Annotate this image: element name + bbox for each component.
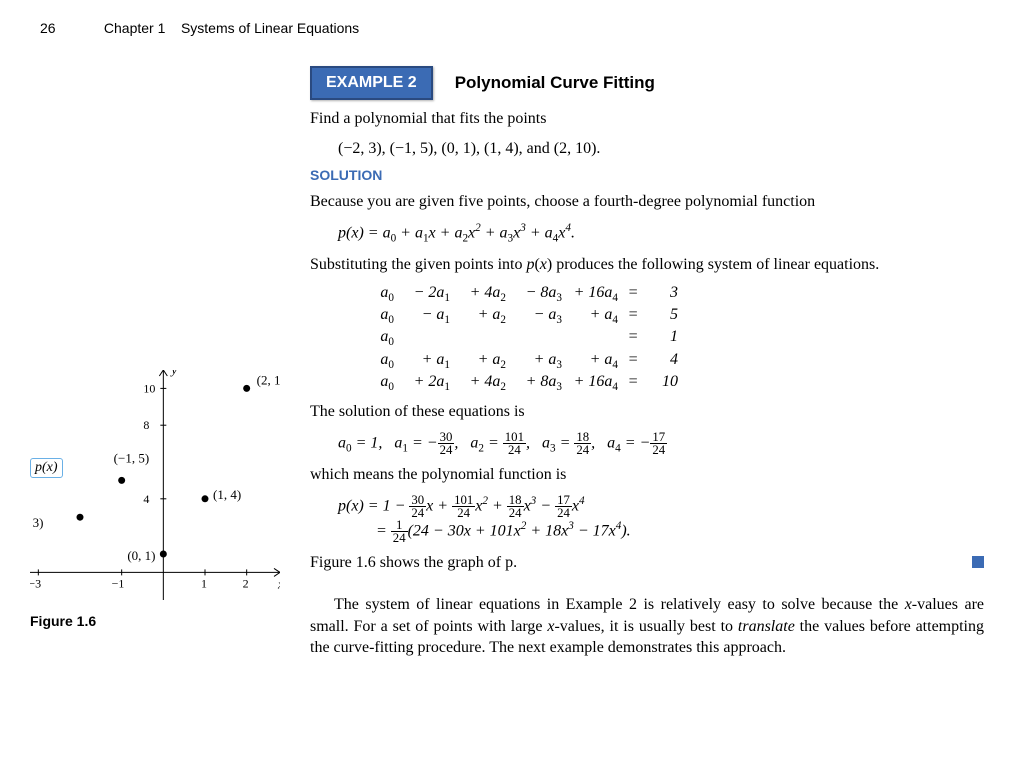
svg-text:8: 8: [143, 418, 149, 432]
svg-text:x: x: [277, 576, 280, 591]
example-title: Polynomial Curve Fitting: [455, 73, 655, 93]
svg-text:4: 4: [143, 492, 149, 506]
svg-text:(−2, 3): (−2, 3): [30, 515, 44, 530]
svg-text:y: y: [169, 370, 177, 377]
points-list: (−2, 3), (−1, 5), (0, 1), (1, 4), and (2…: [338, 138, 984, 160]
end-square-icon: [972, 556, 984, 568]
fig-ref-text: Figure 1.6 shows the graph of p.: [310, 554, 517, 571]
solution-line-2: Substituting the given points into p(x) …: [310, 254, 984, 276]
poly-result: p(x) = 1 − 3024x + 10124x2 + 1824x3 − 17…: [338, 494, 984, 545]
svg-text:10: 10: [143, 381, 155, 395]
page-header: 26 Chapter 1 Systems of Linear Equations: [40, 20, 984, 36]
coefficients: a0 = 1, a1 = −3024, a2 = 10124, a3 = 182…: [338, 431, 984, 457]
main-content: EXAMPLE 2 Polynomial Curve Fitting Find …: [310, 66, 984, 574]
svg-text:(0, 1): (0, 1): [127, 548, 155, 563]
example-heading: EXAMPLE 2 Polynomial Curve Fitting: [310, 66, 984, 100]
svg-text:−3: −3: [30, 576, 41, 590]
intro-text: Find a polynomial that fits the points: [310, 108, 984, 130]
solution-line-4: which means the polynomial function is: [310, 464, 984, 486]
figure-1-6: p(x) x y −3 −1 1 2 4 8 10 (−2, 3) (−1, 5) (0, 1) (1,…: [30, 370, 280, 629]
svg-text:2: 2: [243, 576, 249, 590]
figure-label: Figure 1.6: [30, 613, 280, 629]
svg-text:(1, 4): (1, 4): [213, 487, 241, 502]
chapter-label: Chapter 1: [104, 20, 165, 36]
page-number: 26: [40, 20, 100, 36]
svg-text:−1: −1: [112, 576, 125, 590]
chapter-title: Systems of Linear Equations: [181, 20, 359, 36]
svg-text:(−1, 5): (−1, 5): [114, 450, 149, 465]
solution-label: SOLUTION: [310, 167, 984, 183]
curve-plot: x y −3 −1 1 2 4 8 10 (−2, 3) (−1, 5) (0, 1) (1, 4) (2…: [30, 370, 280, 600]
solution-line-1: Because you are given five points, choos…: [310, 191, 984, 213]
px-label-box: p(x): [30, 458, 63, 478]
solution-line-3: The solution of these equations is: [310, 401, 984, 423]
svg-text:1: 1: [201, 576, 207, 590]
figure-reference: Figure 1.6 shows the graph of p.: [310, 552, 984, 574]
svg-text:(2, 10): (2, 10): [257, 372, 280, 387]
poly-definition: p(x) = a0 + a1x + a2x2 + a3x3 + a4x4.: [338, 221, 984, 247]
footer-paragraph: The system of linear equations in Exampl…: [310, 594, 984, 659]
equation-system: a0− 2a1+ 4a2− 8a3+ 16a4=3a0− a1+ a2− a3+…: [310, 284, 984, 393]
example-badge: EXAMPLE 2: [310, 66, 433, 100]
